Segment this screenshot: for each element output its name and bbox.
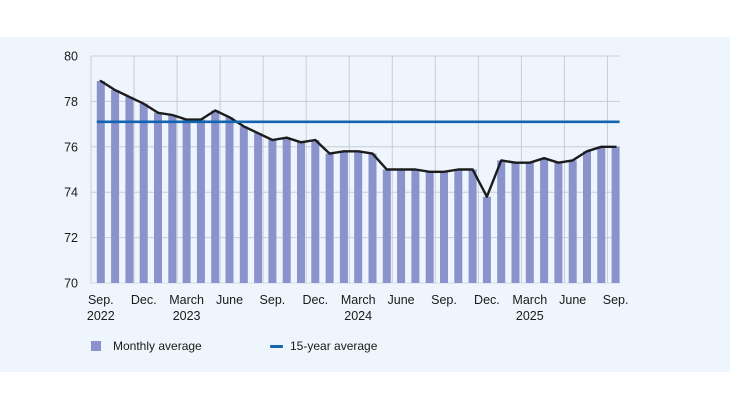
bar-Dec. 2022 [139,103,148,283]
bar-Sep. 2025 [611,146,620,283]
bar-swatch-icon [91,341,101,351]
bar-Feb. 2025 [511,162,520,283]
x-tick-label-March-2024: March [341,293,376,307]
bar-June 2023 [225,117,234,283]
x-tick-label-June: June [559,293,586,307]
bar-Dec. 2023 [311,139,320,283]
x-tick-label-Sep.: Sep. [431,293,457,307]
bar-Oct. 2023 [282,137,291,283]
bar-May 2024 [382,169,391,283]
bar-Dec. 2024 [482,196,491,283]
bar-April 2023 [196,119,205,283]
legend-label-15-year-average: 15-year average [290,339,378,353]
bar-March 2024 [354,151,363,283]
x-tick-label-Sep.: Sep. [260,293,286,307]
x-tick-label-March-2023: March [169,293,204,307]
x-tick-year-2023: 2023 [173,309,201,323]
y-tick-label-76: 76 [64,140,78,154]
bar-Jan. 2025 [497,160,506,283]
x-tick-year-2024: 2024 [344,309,372,323]
bar-July 2023 [239,126,248,284]
bar-Feb. 2023 [168,115,177,284]
bar-Oct. 2024 [454,169,463,283]
y-tick-label-78: 78 [64,95,78,109]
x-tick-label-Dec.: Dec. [302,293,328,307]
legend-item-15-year-average: 15-year average [270,339,377,353]
bar-Oct. 2022 [111,90,120,283]
bar-July 2025 [583,151,591,283]
y-tick-label-72: 72 [64,231,78,245]
x-tick-label-Dec.: Dec. [474,293,500,307]
bar-Aug. 2024 [425,171,434,283]
x-tick-label-Sep.-2022: Sep. [88,293,114,307]
x-tick-label-March-2025: March [512,293,547,307]
bar-Sep. 2024 [440,171,448,283]
bar-May 2025 [554,162,563,283]
legend-item-monthly-average: Monthly average [91,339,202,353]
y-tick-label-74: 74 [64,186,78,200]
bar-Jan. 2024 [325,153,334,283]
bar-Sep. 2023 [268,139,277,283]
y-tick-label-70: 70 [64,277,78,291]
legend-label-monthly-average: Monthly average [113,339,202,353]
bar-June 2024 [397,169,406,283]
bar-April 2025 [540,158,549,283]
bar-July 2024 [411,169,420,283]
bar-May 2023 [211,110,220,283]
bar-June 2025 [568,160,577,283]
bar-April 2024 [368,153,377,283]
bar-Aug. 2025 [597,146,606,283]
x-tick-year-2022: 2022 [87,309,115,323]
bar-March 2023 [182,119,191,283]
bar-March 2025 [525,162,534,283]
bar-Nov. 2022 [125,96,134,283]
bar-Nov. 2023 [297,142,305,283]
x-tick-label-June: June [216,293,243,307]
x-tick-label-Dec.: Dec. [131,293,157,307]
line-swatch-icon [270,344,283,348]
bar-Aug. 2023 [254,133,263,283]
x-tick-year-2025: 2025 [516,309,544,323]
bar-Nov. 2024 [468,169,477,283]
bar-Sep. 2022 [96,80,105,283]
y-tick-label-80: 80 [64,50,78,64]
bar-Jan. 2023 [154,112,162,283]
bar-Feb. 2024 [339,151,348,283]
trend-line [99,79,617,198]
x-tick-label-Sep.: Sep. [603,293,629,307]
x-tick-label-June: June [388,293,415,307]
